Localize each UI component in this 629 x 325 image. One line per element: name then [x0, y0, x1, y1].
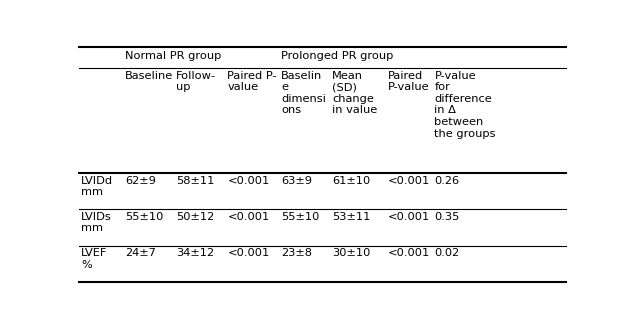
Text: Baselin
e
dimensi
ons: Baselin e dimensi ons — [281, 71, 326, 115]
Text: Mean
(SD)
change
in value: Mean (SD) change in value — [332, 71, 377, 115]
Text: 0.26: 0.26 — [435, 176, 460, 186]
Text: 0.02: 0.02 — [435, 248, 460, 258]
Text: 61±10: 61±10 — [332, 176, 370, 186]
Text: 23±8: 23±8 — [281, 248, 312, 258]
Text: Normal PR group: Normal PR group — [125, 51, 221, 61]
Text: LVIDd
mm: LVIDd mm — [81, 176, 113, 197]
Text: P-value
for
difference
in Δ
between
the groups: P-value for difference in Δ between the … — [435, 71, 496, 138]
Text: LVEF
%: LVEF % — [81, 248, 108, 270]
Text: <0.001: <0.001 — [388, 212, 430, 222]
Text: Follow-
up: Follow- up — [176, 71, 216, 92]
Text: 63±9: 63±9 — [281, 176, 312, 186]
Text: 34±12: 34±12 — [176, 248, 214, 258]
Text: Paired P-
value: Paired P- value — [227, 71, 277, 92]
Text: 55±10: 55±10 — [281, 212, 320, 222]
Text: 0.35: 0.35 — [435, 212, 460, 222]
Text: <0.001: <0.001 — [388, 248, 430, 258]
Text: 53±11: 53±11 — [332, 212, 370, 222]
Text: <0.001: <0.001 — [227, 176, 270, 186]
Text: <0.001: <0.001 — [227, 212, 270, 222]
Text: 62±9: 62±9 — [125, 176, 156, 186]
Text: 55±10: 55±10 — [125, 212, 164, 222]
Text: Baseline: Baseline — [125, 71, 173, 81]
Text: 30±10: 30±10 — [332, 248, 370, 258]
Text: <0.001: <0.001 — [227, 248, 270, 258]
Text: Paired
P-value: Paired P-value — [388, 71, 430, 92]
Text: 58±11: 58±11 — [176, 176, 214, 186]
Text: LVIDs
mm: LVIDs mm — [81, 212, 112, 233]
Text: Prolonged PR group: Prolonged PR group — [281, 51, 393, 61]
Text: 50±12: 50±12 — [176, 212, 214, 222]
Text: 24±7: 24±7 — [125, 248, 156, 258]
Text: <0.001: <0.001 — [388, 176, 430, 186]
